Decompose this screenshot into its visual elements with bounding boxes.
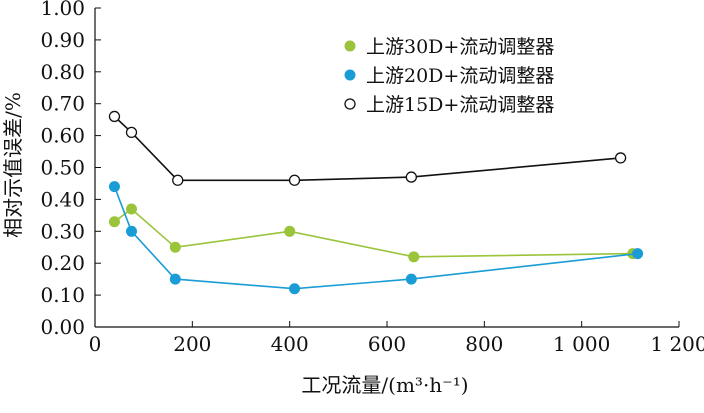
data-point	[108, 216, 120, 228]
series-2	[108, 181, 644, 295]
data-point	[169, 273, 181, 285]
x-tick-label: 800	[465, 332, 503, 356]
axes-group: 0.00 0.10 0.20 0.30 0.40 0.50 0.60 0.70 0.80 0.90…	[40, 0, 704, 356]
series-group	[108, 110, 644, 295]
data-point	[288, 174, 301, 186]
legend-marker	[344, 40, 356, 52]
legend-label: 上游30D+流动调整器	[366, 36, 554, 58]
legend-label: 上游15D+流动调整器	[366, 94, 554, 116]
data-point	[408, 251, 420, 263]
data-point	[614, 152, 627, 164]
data-point	[632, 248, 644, 260]
y-tick-label: 0.50	[40, 156, 85, 180]
legend-marker	[344, 69, 356, 81]
y-tick-label: 0.60	[40, 124, 85, 148]
y-tick-label: 0.90	[40, 28, 85, 52]
data-point	[126, 225, 137, 237]
y-tick-label: 0.10	[40, 283, 85, 307]
y-tick-label: 0.70	[40, 92, 85, 116]
data-point	[126, 203, 137, 215]
data-point	[108, 181, 120, 193]
y-axis-label: 相对示值误差/%	[1, 92, 25, 238]
data-point	[169, 241, 181, 253]
y-tick-label: 0.20	[40, 251, 85, 275]
legend-marker	[344, 98, 356, 110]
series-3	[108, 110, 627, 186]
data-point	[172, 174, 184, 186]
y-tick-label: 0.40	[40, 187, 85, 211]
legend-label: 上游20D+流动调整器	[366, 65, 554, 87]
series-line	[114, 207, 633, 258]
y-tick-label: 0.80	[40, 60, 85, 84]
y-tick-label: 0.30	[40, 219, 85, 243]
x-tick-label: 0	[89, 332, 102, 356]
x-tick-label: 400	[271, 332, 309, 356]
series-1	[108, 203, 639, 263]
x-tick-label: 1 000	[553, 332, 610, 356]
x-axis-label: 工况流量/(m³·h⁻¹)	[301, 373, 468, 397]
data-point	[289, 283, 301, 295]
data-point	[405, 273, 417, 285]
data-point	[284, 225, 296, 237]
data-point	[125, 126, 138, 139]
x-tick-label: 1 200	[650, 332, 704, 356]
series-line	[113, 186, 638, 290]
data-point	[405, 171, 417, 183]
y-tick-label: 0.00	[40, 315, 85, 339]
y-tick-label: 1.00	[40, 0, 85, 20]
x-tick-label: 600	[368, 332, 406, 356]
series-line	[113, 115, 621, 182]
x-tick-label: 200	[173, 332, 211, 356]
data-point	[108, 110, 121, 123]
